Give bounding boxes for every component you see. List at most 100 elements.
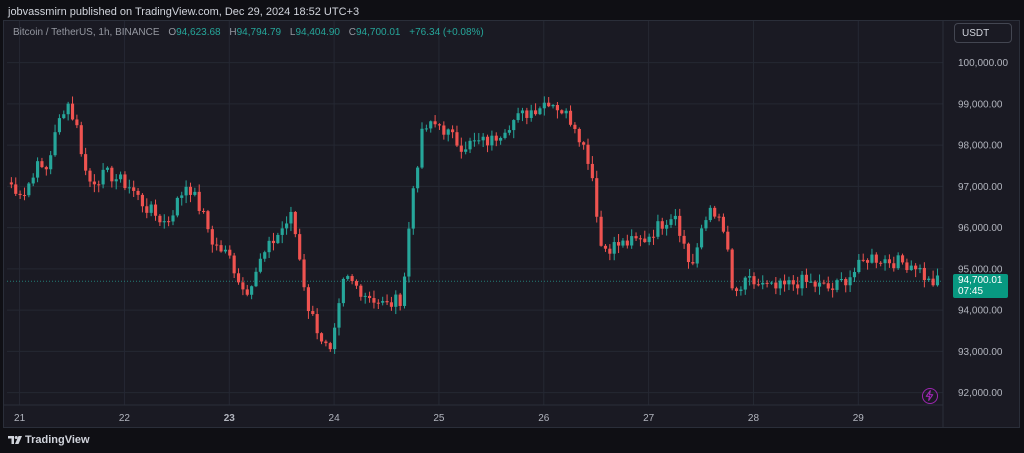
candle bbox=[918, 264, 922, 274]
candle bbox=[306, 284, 310, 319]
candle bbox=[337, 298, 341, 336]
candle-body bbox=[22, 195, 27, 197]
low-label: L bbox=[289, 27, 296, 38]
candle bbox=[132, 180, 136, 197]
candle-body bbox=[451, 129, 455, 133]
candle-body bbox=[381, 301, 385, 303]
candle-body bbox=[236, 273, 241, 283]
candle bbox=[752, 272, 756, 289]
candle-body bbox=[608, 248, 612, 254]
candle bbox=[726, 225, 730, 252]
candle-body bbox=[752, 276, 756, 285]
candle bbox=[40, 157, 44, 169]
candle bbox=[53, 124, 57, 157]
candle bbox=[520, 107, 525, 122]
candle bbox=[586, 138, 590, 170]
candle-body bbox=[372, 298, 376, 303]
candle bbox=[472, 132, 476, 147]
candle-body bbox=[525, 110, 529, 118]
candle-body bbox=[577, 128, 581, 143]
candle bbox=[551, 104, 555, 109]
candle bbox=[787, 276, 791, 291]
candle-body bbox=[529, 110, 533, 118]
candle-body bbox=[158, 215, 162, 223]
candle-body bbox=[599, 216, 603, 246]
candle-body bbox=[267, 240, 271, 253]
candle bbox=[350, 274, 354, 285]
tradingview-brand[interactable]: TradingView bbox=[25, 434, 90, 446]
candle-body bbox=[53, 132, 57, 156]
candle bbox=[84, 147, 88, 176]
lightning-bolt-icon[interactable] bbox=[922, 388, 938, 404]
candle bbox=[499, 136, 503, 145]
candle bbox=[140, 193, 144, 213]
candle bbox=[617, 234, 621, 254]
candle bbox=[359, 284, 363, 301]
candle-body bbox=[743, 277, 747, 290]
candle-body bbox=[756, 284, 760, 286]
candle-body bbox=[682, 235, 686, 244]
candle-body bbox=[210, 229, 214, 245]
candle-body bbox=[245, 289, 249, 295]
date-tick-label: 27 bbox=[643, 413, 655, 424]
candle-body bbox=[647, 236, 651, 243]
candle bbox=[219, 240, 223, 253]
candle bbox=[385, 294, 389, 306]
candle bbox=[451, 125, 455, 139]
candle bbox=[433, 115, 437, 128]
candle-body bbox=[848, 277, 852, 286]
candle bbox=[236, 268, 241, 285]
candle bbox=[538, 106, 542, 116]
candle bbox=[660, 217, 664, 235]
candle bbox=[464, 141, 468, 155]
price-axis[interactable]: 92,000.00 93,000.00 94,000.00 95,000.00 96,0… bbox=[958, 58, 1008, 399]
candle bbox=[368, 291, 372, 303]
candle-body bbox=[84, 154, 88, 171]
currency-button[interactable]: USDT bbox=[954, 23, 1012, 43]
candle-body bbox=[739, 289, 743, 291]
candle bbox=[813, 280, 817, 293]
candle-body bbox=[354, 281, 359, 286]
candle-body bbox=[494, 135, 498, 141]
candle-body bbox=[62, 114, 66, 119]
candle-body bbox=[866, 260, 870, 263]
date-tick-label: 23 bbox=[224, 413, 236, 424]
candle bbox=[477, 133, 481, 145]
candle bbox=[167, 216, 171, 227]
candle-body bbox=[385, 301, 389, 303]
candle bbox=[708, 205, 712, 223]
candle-body bbox=[817, 282, 822, 287]
candle-body bbox=[433, 121, 437, 125]
candle-body bbox=[167, 221, 171, 223]
candle bbox=[328, 341, 332, 352]
tradingview-logo-icon[interactable] bbox=[8, 433, 24, 447]
candle-body bbox=[455, 132, 459, 146]
candle bbox=[285, 216, 289, 235]
candle bbox=[743, 276, 747, 295]
candle-body bbox=[726, 231, 730, 250]
date-tick-label: 22 bbox=[119, 413, 131, 424]
candle bbox=[123, 171, 127, 191]
candle-body bbox=[153, 204, 158, 216]
candle-body bbox=[258, 258, 262, 272]
candle-body bbox=[389, 302, 393, 307]
candle bbox=[717, 213, 721, 222]
publisher-info: jobvassmirn published on TradingView.com… bbox=[8, 6, 360, 18]
candle-body bbox=[241, 282, 245, 290]
open-value: 94,623.68 bbox=[176, 27, 221, 38]
time-axis[interactable]: 21 22 23 24 25 26 27 28 29 bbox=[14, 413, 864, 424]
candle-body bbox=[835, 280, 839, 290]
candle bbox=[599, 210, 603, 247]
candle-body bbox=[175, 197, 179, 216]
candle-body bbox=[485, 136, 490, 146]
candle-body bbox=[223, 249, 227, 252]
candle-body bbox=[927, 278, 931, 281]
candle-body bbox=[402, 276, 407, 306]
candle-body bbox=[734, 288, 739, 291]
candle-body bbox=[114, 179, 118, 182]
candle-body bbox=[324, 341, 328, 344]
candle bbox=[595, 170, 599, 223]
chart-panel[interactable] bbox=[3, 20, 1020, 428]
candle bbox=[547, 97, 551, 108]
